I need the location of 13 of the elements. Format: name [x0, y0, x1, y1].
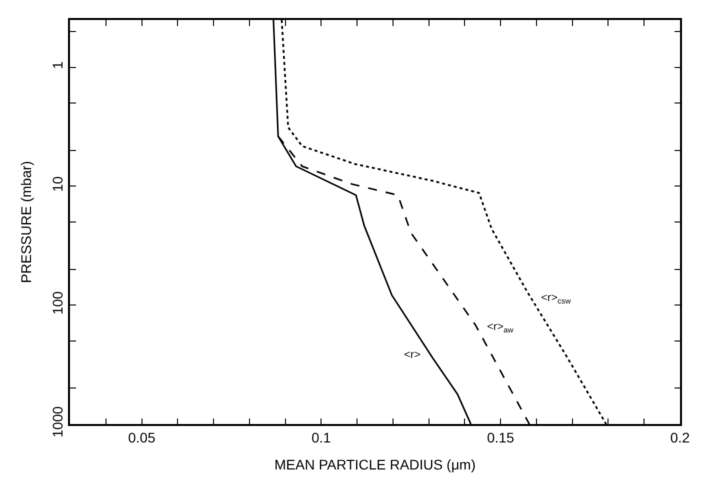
x-tick-label: 0.1: [311, 430, 332, 446]
series-label: <r>$_{aw}$: [487, 321, 514, 334]
x-tick-label: 0.15: [486, 430, 514, 446]
series-label: <r>: [404, 349, 421, 361]
x-tick-label: 0.05: [128, 430, 156, 446]
y-tick-label: 1000: [50, 406, 66, 438]
y-tick-label: 10: [50, 176, 66, 192]
y-axis-title: PRESSURE (mbar): [18, 160, 34, 284]
series-label: <r>$_{csw}$: [541, 292, 572, 306]
x-axis-title: MEAN PARTICLE RADIUS (μm): [274, 456, 476, 472]
x-tick-label: 0.2: [670, 430, 690, 446]
y-tick-label: 1: [50, 61, 66, 70]
y-tick-label: 100: [50, 291, 66, 315]
